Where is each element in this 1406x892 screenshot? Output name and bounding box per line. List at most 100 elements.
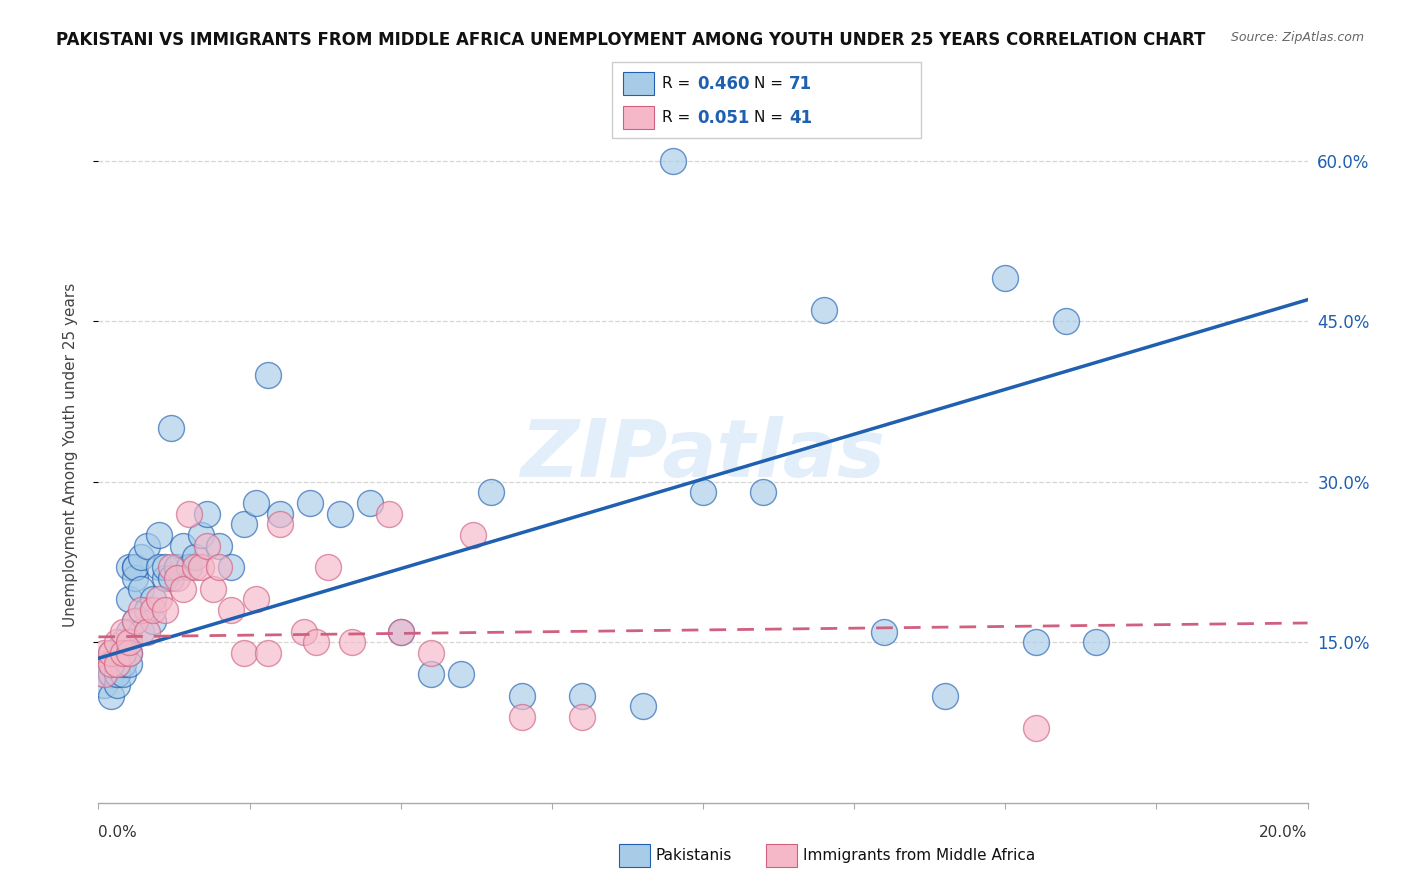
Point <box>692 485 714 500</box>
Point <box>160 421 183 435</box>
Point <box>873 624 896 639</box>
Point <box>360 496 382 510</box>
Point <box>172 582 194 596</box>
Point <box>111 646 134 660</box>
Point <box>166 571 188 585</box>
Point <box>148 528 170 542</box>
Point <box>450 667 472 681</box>
Point <box>481 485 503 500</box>
Point <box>269 517 291 532</box>
Point <box>129 549 152 564</box>
Point <box>221 560 243 574</box>
Text: N =: N = <box>754 111 787 125</box>
Text: 71: 71 <box>789 75 811 93</box>
Point <box>232 517 254 532</box>
Point <box>202 582 225 596</box>
Point <box>221 603 243 617</box>
Point <box>105 657 128 671</box>
Text: 0.460: 0.460 <box>697 75 749 93</box>
Point <box>160 560 183 574</box>
Point <box>153 603 176 617</box>
Point <box>118 646 141 660</box>
Point <box>571 710 593 724</box>
Point <box>100 646 122 660</box>
Point <box>100 667 122 681</box>
Point <box>93 678 115 692</box>
Point <box>105 667 128 681</box>
Point <box>100 667 122 681</box>
Point <box>93 646 115 660</box>
Point <box>124 614 146 628</box>
Point <box>105 657 128 671</box>
Point <box>93 667 115 681</box>
Point <box>305 635 328 649</box>
Point <box>190 560 212 574</box>
Point <box>1085 635 1108 649</box>
Point <box>631 699 654 714</box>
Y-axis label: Unemployment Among Youth under 25 years: Unemployment Among Youth under 25 years <box>63 283 77 627</box>
Point <box>299 496 322 510</box>
Point <box>994 271 1017 285</box>
Point <box>148 592 170 607</box>
Text: PAKISTANI VS IMMIGRANTS FROM MIDDLE AFRICA UNEMPLOYMENT AMONG YOUTH UNDER 25 YEA: PAKISTANI VS IMMIGRANTS FROM MIDDLE AFRI… <box>56 31 1205 49</box>
Point <box>510 710 533 724</box>
Point <box>179 560 201 574</box>
Point <box>118 592 141 607</box>
Point <box>245 592 267 607</box>
Point <box>111 657 134 671</box>
Point <box>129 624 152 639</box>
Text: N =: N = <box>754 77 787 91</box>
Text: ZIPatlas: ZIPatlas <box>520 416 886 494</box>
Point <box>135 603 157 617</box>
Point <box>184 560 207 574</box>
Point <box>111 624 134 639</box>
Point <box>118 624 141 639</box>
Point <box>1054 314 1077 328</box>
Text: Pakistanis: Pakistanis <box>655 848 731 863</box>
Point <box>420 646 443 660</box>
Point <box>256 646 278 660</box>
Point <box>172 539 194 553</box>
Point <box>1024 635 1046 649</box>
Point <box>105 657 128 671</box>
Point <box>813 303 835 318</box>
Point <box>208 539 231 553</box>
Point <box>269 507 291 521</box>
Point <box>571 689 593 703</box>
Point <box>179 507 201 521</box>
Text: R =: R = <box>662 77 696 91</box>
Point <box>142 592 165 607</box>
Point <box>129 603 152 617</box>
Point <box>256 368 278 382</box>
Point <box>148 560 170 574</box>
Point <box>662 153 685 168</box>
Point <box>111 635 134 649</box>
Point <box>208 560 231 574</box>
Point <box>377 507 399 521</box>
Point <box>135 624 157 639</box>
Point <box>118 560 141 574</box>
Point <box>329 507 352 521</box>
Point <box>124 560 146 574</box>
Point <box>510 689 533 703</box>
Point <box>124 614 146 628</box>
Text: R =: R = <box>662 111 696 125</box>
Point <box>389 624 412 639</box>
Point <box>160 571 183 585</box>
Point <box>100 689 122 703</box>
Text: 20.0%: 20.0% <box>1260 825 1308 840</box>
Point <box>292 624 315 639</box>
Point <box>316 560 339 574</box>
Point <box>153 560 176 574</box>
Point <box>153 571 176 585</box>
Point <box>752 485 775 500</box>
Point <box>100 657 122 671</box>
Point <box>389 624 412 639</box>
Point <box>190 528 212 542</box>
Point <box>105 667 128 681</box>
Point <box>93 657 115 671</box>
Point <box>100 646 122 660</box>
Point <box>195 539 218 553</box>
Point <box>93 667 115 681</box>
Point <box>245 496 267 510</box>
